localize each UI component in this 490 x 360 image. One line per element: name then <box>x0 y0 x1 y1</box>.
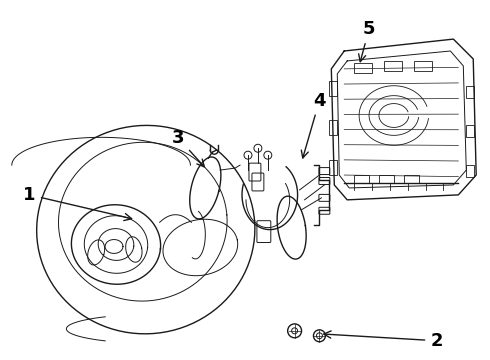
Bar <box>329 121 337 135</box>
Text: 3: 3 <box>172 129 204 167</box>
Bar <box>384 61 402 71</box>
Bar <box>379 175 394 183</box>
Bar <box>466 86 474 98</box>
Text: 2: 2 <box>324 331 443 350</box>
Bar <box>354 175 369 183</box>
Text: 4: 4 <box>301 91 326 158</box>
Bar <box>329 81 337 96</box>
Bar <box>466 165 474 177</box>
Bar <box>404 175 418 183</box>
Bar <box>414 61 432 71</box>
Bar <box>354 63 372 73</box>
Bar <box>329 160 337 175</box>
Text: 5: 5 <box>359 20 375 62</box>
Text: 1: 1 <box>24 186 132 221</box>
Bar <box>466 125 474 137</box>
